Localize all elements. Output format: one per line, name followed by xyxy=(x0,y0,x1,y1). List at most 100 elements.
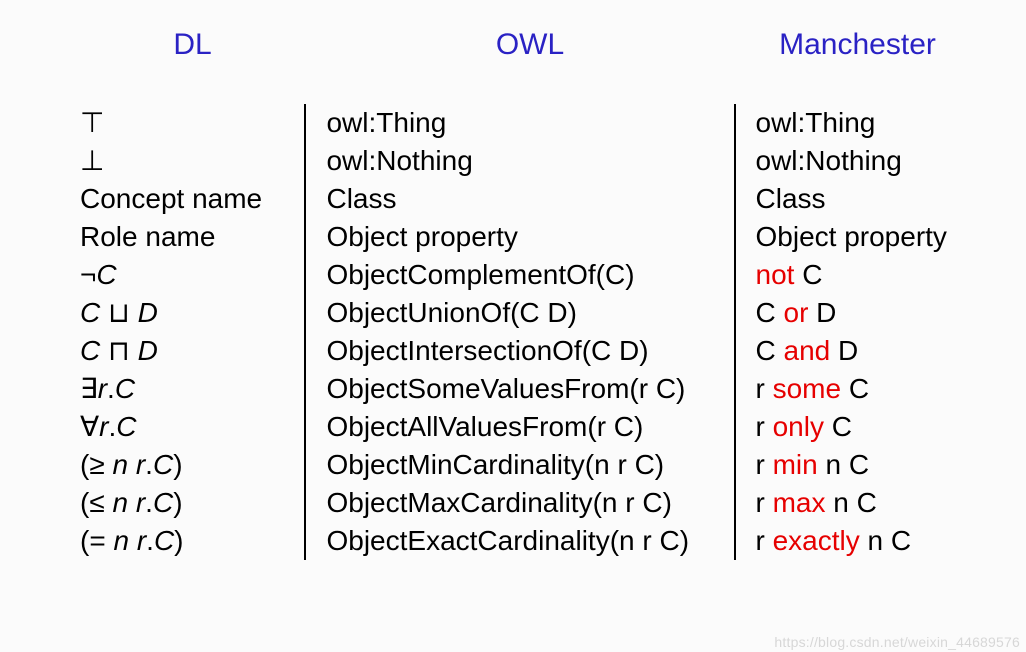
kw-and: and xyxy=(784,335,831,366)
man-thing: owl:Thing xyxy=(756,104,961,142)
table-body: ⊤ ⊥ Concept name Role name ¬C C ⊔ D C ⊓ … xyxy=(80,104,960,560)
txt: C xyxy=(794,259,822,290)
header-manchester: Manchester xyxy=(735,28,960,62)
man-min: r min n C xyxy=(756,446,961,484)
intersect-sym: ⊓ xyxy=(100,335,137,366)
var-r: r xyxy=(136,449,145,480)
txt: n C xyxy=(826,487,877,518)
dot: . xyxy=(107,373,115,404)
var-r: r xyxy=(137,525,146,556)
syntax-table: DL OWL Manchester ⊤ ⊥ Concept name Role … xyxy=(80,28,960,560)
paren-close: ) xyxy=(173,487,182,518)
txt: n C xyxy=(860,525,911,556)
var-d: D xyxy=(138,297,158,328)
paren-open: ( xyxy=(80,487,89,518)
man-class: Class xyxy=(756,180,961,218)
var-r: r xyxy=(98,373,107,404)
var-n: n xyxy=(112,449,135,480)
var-r: r xyxy=(136,487,145,518)
owl-class: Class xyxy=(326,180,733,218)
owl-objprop: Object property xyxy=(326,218,733,256)
dl-bottom: ⊥ xyxy=(80,142,304,180)
var-c: C xyxy=(80,297,100,328)
man-or: C or D xyxy=(756,294,961,332)
kw-only: only xyxy=(773,411,824,442)
kw-max: max xyxy=(773,487,826,518)
dl-exists: ∃r.C xyxy=(80,370,304,408)
txt: r xyxy=(756,449,773,480)
table-header-row: DL OWL Manchester xyxy=(80,28,960,62)
txt: C xyxy=(756,297,784,328)
dl-top: ⊤ xyxy=(80,104,304,142)
dl-intersect: C ⊓ D xyxy=(80,332,304,370)
paren-open: ( xyxy=(80,449,89,480)
leq-sym: ≤ xyxy=(89,487,112,518)
txt: r xyxy=(756,487,773,518)
dl-concept-name: Concept name xyxy=(80,180,304,218)
owl-somevalues: ObjectSomeValuesFrom(r C) xyxy=(326,370,733,408)
var-n: n xyxy=(112,487,135,518)
var-c: C xyxy=(115,373,135,404)
man-only: r only C xyxy=(756,408,961,446)
var-d: D xyxy=(138,335,158,366)
neg-sym: ¬ xyxy=(80,259,96,290)
owl-union: ObjectUnionOf(C D) xyxy=(326,294,733,332)
txt: C xyxy=(824,411,852,442)
dl-not-c: ¬C xyxy=(80,256,304,294)
paren-close: ) xyxy=(174,525,183,556)
kw-exactly: exactly xyxy=(773,525,860,556)
txt: r xyxy=(756,373,773,404)
kw-or: or xyxy=(784,297,809,328)
man-exactly: r exactly n C xyxy=(756,522,961,560)
owl-intersection: ObjectIntersectionOf(C D) xyxy=(326,332,733,370)
owl-nothing: owl:Nothing xyxy=(326,142,733,180)
column-manchester: owl:Thing owl:Nothing Class Object prope… xyxy=(736,104,961,560)
txt: D xyxy=(808,297,836,328)
txt: C xyxy=(756,335,784,366)
owl-complement: ObjectComplementOf(C) xyxy=(326,256,733,294)
man-nothing: owl:Nothing xyxy=(756,142,961,180)
var-c: C xyxy=(96,259,116,290)
var-n: n xyxy=(113,525,136,556)
txt: n C xyxy=(818,449,869,480)
var-c: C xyxy=(116,411,136,442)
kw-min: min xyxy=(773,449,818,480)
owl-maxcard: ObjectMaxCardinality(n r C) xyxy=(326,484,733,522)
column-dl: ⊤ ⊥ Concept name Role name ¬C C ⊔ D C ⊓ … xyxy=(80,104,306,560)
forall-sym: ∀ xyxy=(80,411,99,442)
header-owl: OWL xyxy=(305,28,735,62)
column-owl: owl:Thing owl:Nothing Class Object prope… xyxy=(306,104,735,560)
man-not: not C xyxy=(756,256,961,294)
union-sym: ⊔ xyxy=(100,297,137,328)
dl-role-name: Role name xyxy=(80,218,304,256)
txt: C xyxy=(841,373,869,404)
exists-sym: ∃ xyxy=(80,373,98,404)
dot: . xyxy=(145,449,153,480)
man-some: r some C xyxy=(756,370,961,408)
man-objprop: Object property xyxy=(756,218,961,256)
eq-sym: = xyxy=(89,525,113,556)
paren-close: ) xyxy=(173,449,182,480)
watermark-text: https://blog.csdn.net/weixin_44689576 xyxy=(774,634,1020,650)
geq-sym: ≥ xyxy=(89,449,112,480)
paren-open: ( xyxy=(80,525,89,556)
txt: r xyxy=(756,411,773,442)
dl-forall: ∀r.C xyxy=(80,408,304,446)
kw-some: some xyxy=(773,373,841,404)
var-c: C xyxy=(153,449,173,480)
var-c: C xyxy=(154,525,174,556)
dl-min: (≥ n r.C) xyxy=(80,446,304,484)
man-max: r max n C xyxy=(756,484,961,522)
var-c: C xyxy=(80,335,100,366)
dl-max: (≤ n r.C) xyxy=(80,484,304,522)
dl-exact: (= n r.C) xyxy=(80,522,304,560)
dot: . xyxy=(145,487,153,518)
owl-thing: owl:Thing xyxy=(326,104,733,142)
var-c: C xyxy=(153,487,173,518)
owl-exactcard: ObjectExactCardinality(n r C) xyxy=(326,522,733,560)
header-dl: DL xyxy=(80,28,305,62)
txt: D xyxy=(830,335,858,366)
owl-mincard: ObjectMinCardinality(n r C) xyxy=(326,446,733,484)
man-and: C and D xyxy=(756,332,961,370)
dl-union: C ⊔ D xyxy=(80,294,304,332)
